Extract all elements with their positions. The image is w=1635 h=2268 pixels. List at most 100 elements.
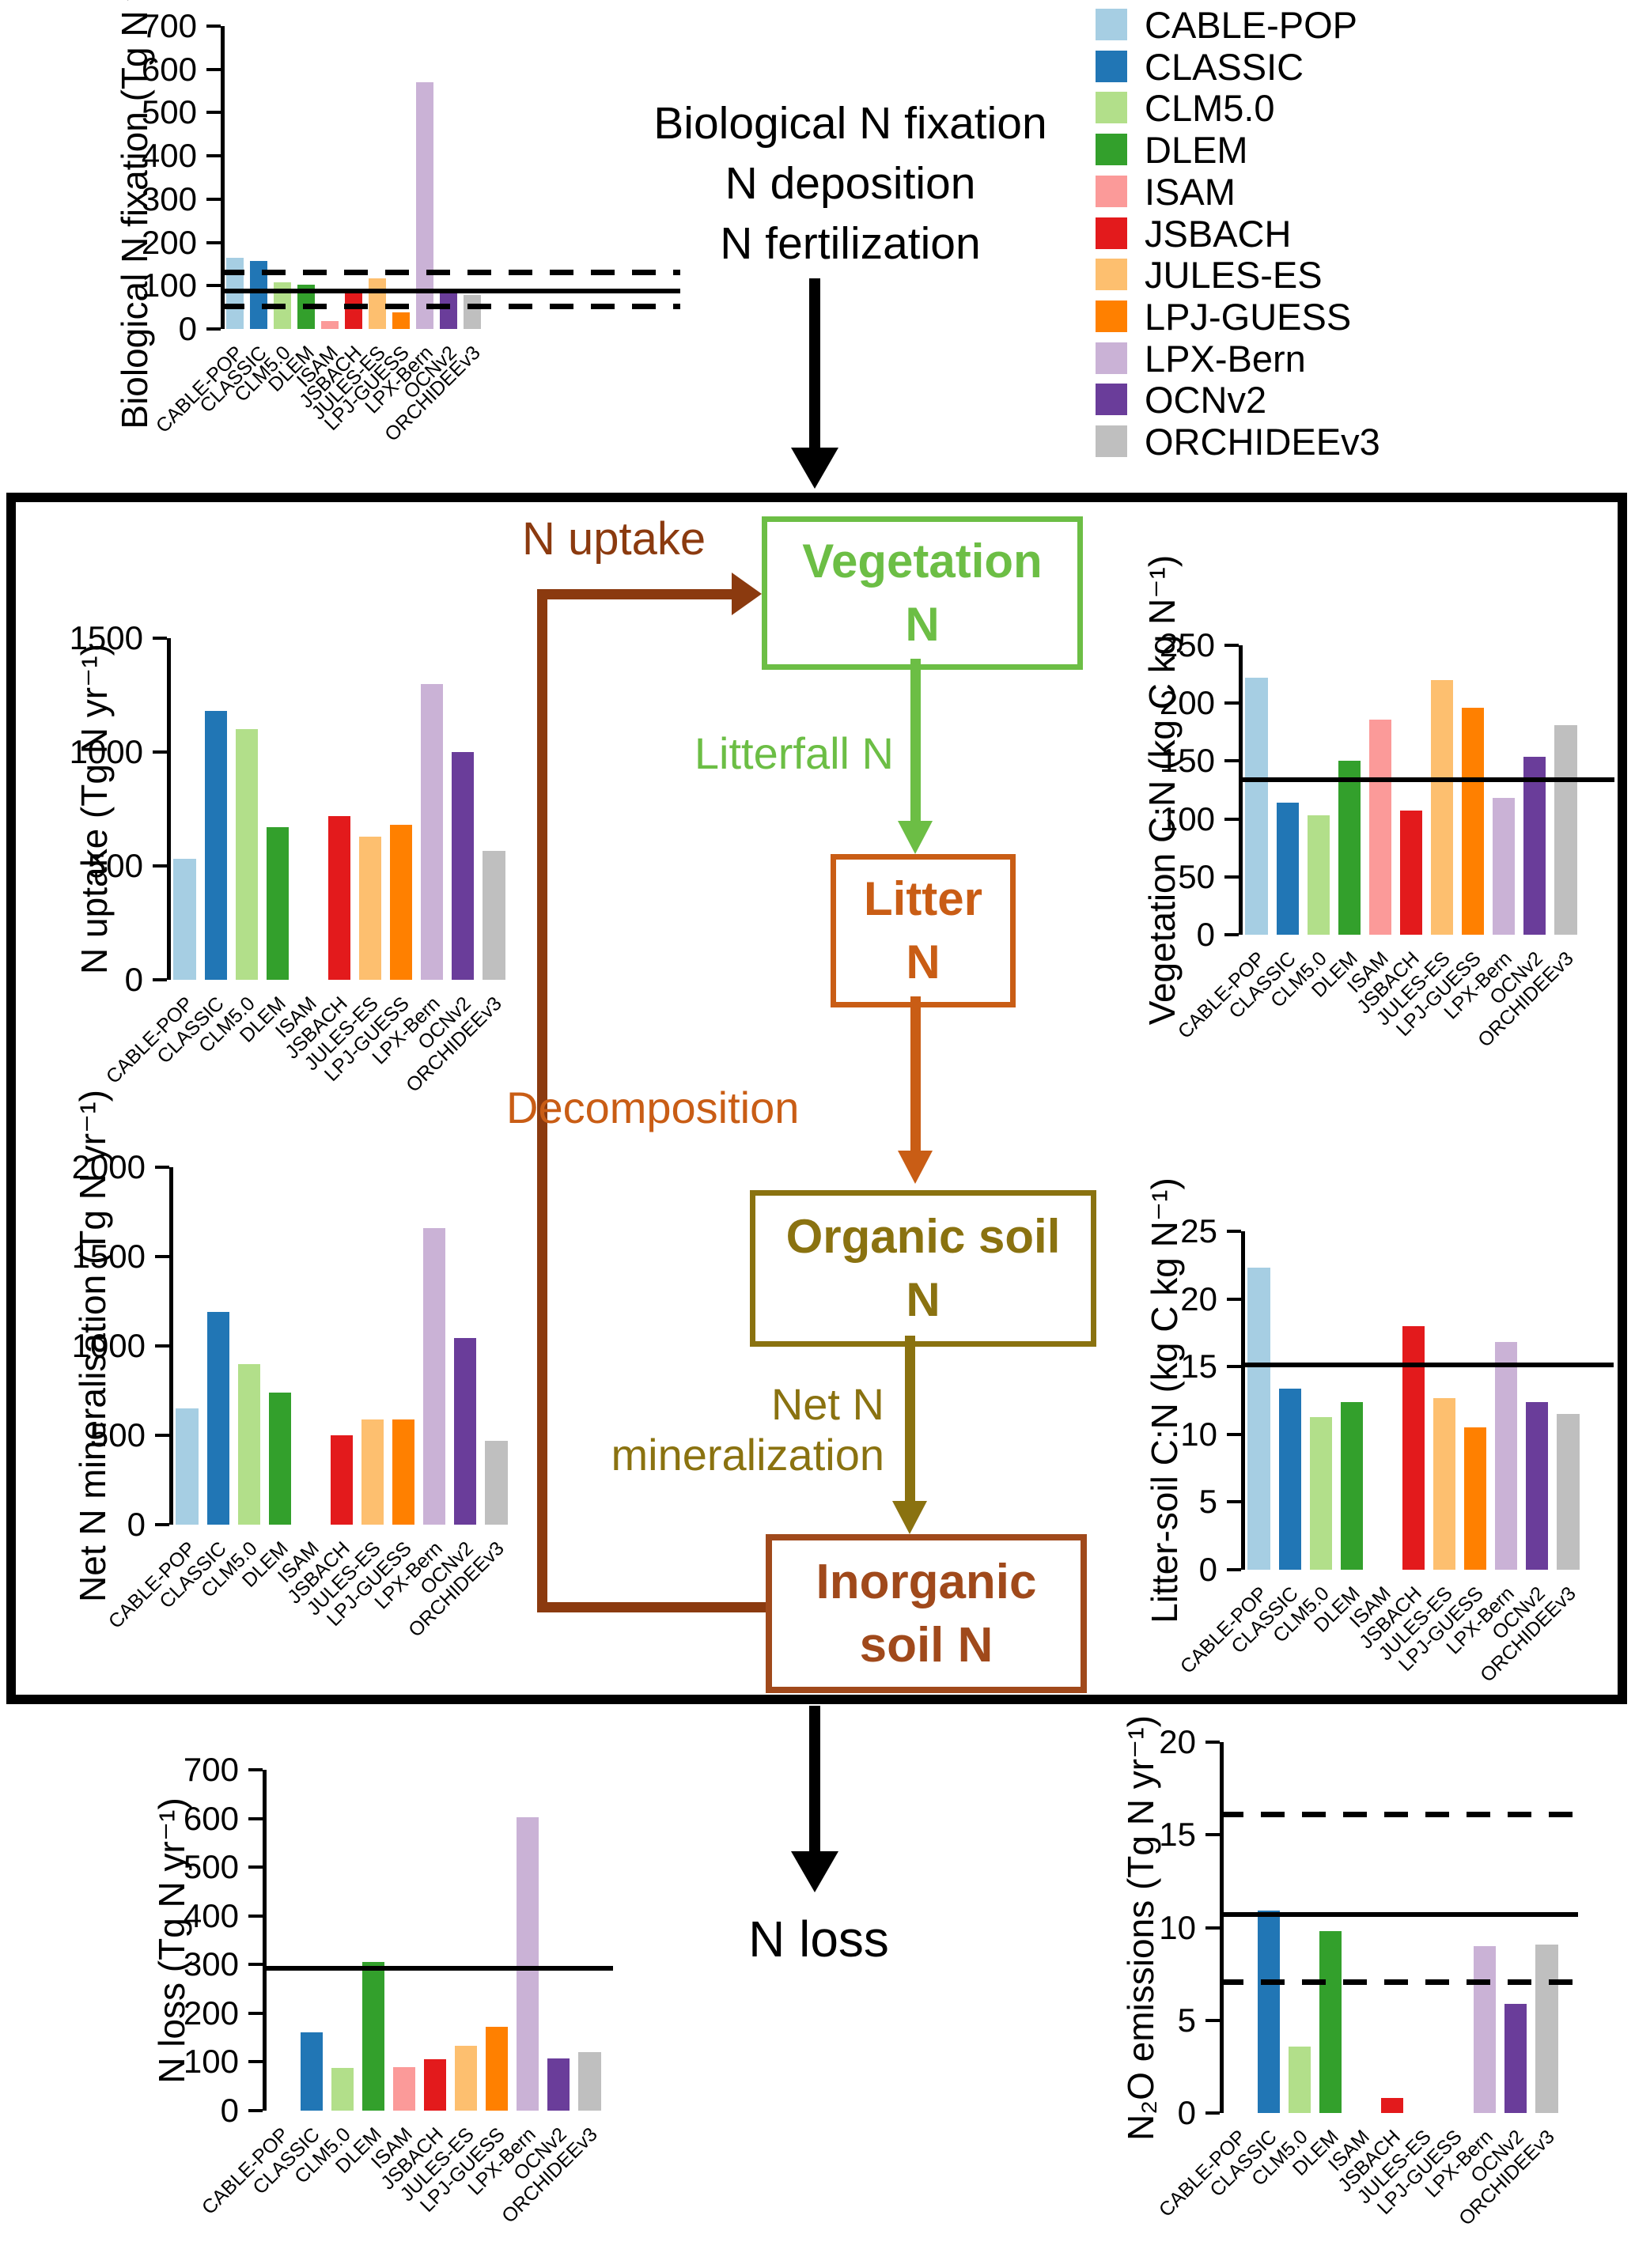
y-tick-label: 400 xyxy=(141,137,197,175)
bar-ISAM xyxy=(392,2066,415,2111)
bar-JULES-ES xyxy=(455,2046,478,2111)
chart-n-loss: 0 100 200 300 400 500 600 700 CABLE-POP CLASSIC CL… xyxy=(151,1751,613,2228)
y-tick xyxy=(206,284,221,288)
litter-n-line-1: Litter xyxy=(864,872,982,925)
chart-vegetation-cn: 0 50 100 150 200 250 CABLE-POP CLASSIC CLM5.0 DLE… xyxy=(1141,555,1614,1052)
y-tick xyxy=(1227,1365,1241,1369)
legend-item-OCNv2: OCNv2 xyxy=(1096,380,1633,421)
y-tick-label: 600 xyxy=(183,1799,239,1837)
bar-OCNv2 xyxy=(1523,756,1546,935)
legend-item-JSBACH: JSBACH xyxy=(1096,213,1633,255)
bar-ISAM xyxy=(321,321,339,329)
y-tick-label: 1500 xyxy=(71,1238,146,1275)
y-tick xyxy=(248,1768,263,1771)
litterfall-label: Litterfall N xyxy=(694,728,894,778)
legend-swatch-icon xyxy=(1096,384,1127,416)
y-tick-label: 200 xyxy=(183,1994,239,2032)
bar-DLEM xyxy=(361,1962,384,2111)
legend-item-label: JULES-ES xyxy=(1145,254,1323,297)
y-axis xyxy=(1239,645,1243,935)
bar-LPJ-GUESS xyxy=(390,825,413,980)
y-tick-label: 0 xyxy=(1196,916,1215,953)
y-tick xyxy=(248,1914,263,1918)
y-axis xyxy=(221,26,225,329)
y-axis xyxy=(263,1770,267,2111)
legend-item-label: DLEM xyxy=(1145,129,1248,172)
bar-CABLE-POP xyxy=(1245,677,1268,935)
y-tick-label: 5 xyxy=(1198,1483,1217,1521)
y-tick xyxy=(1205,1926,1220,1930)
chart-n2o-emissions: 0 5 10 15 20 CABLE-POP CLASSIC CLM5.0 DLEM ISAM JS… xyxy=(1120,1715,1578,2230)
y-tick xyxy=(206,327,221,331)
y-tick xyxy=(155,1166,169,1169)
legend-item-label: CLM5.0 xyxy=(1145,87,1275,130)
legend-item-CLM5.0: CLM5.0 xyxy=(1096,88,1633,129)
legend-item-ISAM: ISAM xyxy=(1096,171,1633,213)
y-tick xyxy=(1227,1297,1241,1301)
legend-swatch-icon xyxy=(1096,50,1127,82)
y-tick xyxy=(206,197,221,201)
bar-OCNv2 xyxy=(1504,2003,1527,2113)
bar-CLASSIC xyxy=(206,1312,229,1525)
y-tick-label: 0 xyxy=(124,961,143,998)
legend-swatch-icon xyxy=(1096,259,1127,291)
reference-line-solid-0 xyxy=(1220,1912,1578,1918)
legend-swatch-icon xyxy=(1096,92,1127,124)
y-tick-label: 300 xyxy=(183,1945,239,1983)
bar-ORCHIDEEv3 xyxy=(483,851,505,980)
legend-item-DLEM: DLEM xyxy=(1096,130,1633,171)
y-tick xyxy=(1205,1833,1220,1837)
legend-item-label: CABLE-POP xyxy=(1145,4,1358,46)
legend-item-ORCHIDEEv3: ORCHIDEEv3 xyxy=(1096,421,1633,463)
bar-JSBACH xyxy=(327,815,351,980)
legend-item-LPX-Bern: LPX-Bern xyxy=(1096,338,1633,380)
y-tick-label: 100 xyxy=(1159,799,1215,837)
inputs-title: Biological N fixation N deposition N fer… xyxy=(589,93,1111,274)
soil-plant-system-box xyxy=(6,493,1627,1704)
inputs-title-line-2: N deposition xyxy=(725,158,976,209)
y-axis-title: N loss (Tg N yr⁻¹) xyxy=(151,1797,192,2084)
bar-CABLE-POP xyxy=(176,1408,199,1525)
bar-CLASSIC xyxy=(204,711,227,980)
net-n-mineralization-arrow-head-icon xyxy=(892,1501,927,1534)
y-tick xyxy=(248,1963,263,1967)
y-tick xyxy=(206,111,221,115)
legend-item-CLASSIC: CLASSIC xyxy=(1096,45,1633,88)
inputs-arrow-stem xyxy=(809,278,820,452)
legend-item-label: CLASSIC xyxy=(1145,45,1304,88)
bar-OCNv2 xyxy=(1526,1401,1549,1570)
bar-LPX-Bern xyxy=(1495,1342,1518,1570)
bar-LPX-Bern xyxy=(423,1227,446,1525)
legend-item-CABLE-POP: CABLE-POP xyxy=(1096,5,1633,46)
y-tick xyxy=(153,637,167,640)
y-tick xyxy=(1224,933,1239,936)
bar-CLM5.0 xyxy=(235,729,258,980)
inorganic-soil-n-box: Inorganic soil N xyxy=(766,1534,1087,1693)
y-tick xyxy=(1227,1230,1241,1233)
bar-ORCHIDEEv3 xyxy=(1557,1414,1580,1570)
y-tick-label: 15 xyxy=(1180,1348,1217,1385)
y-axis xyxy=(1220,1742,1224,2113)
y-tick-label: 1000 xyxy=(71,1327,146,1364)
y-tick xyxy=(1224,644,1239,647)
bar-DLEM xyxy=(1338,761,1361,935)
y-tick xyxy=(1205,2111,1220,2115)
bar-CLM5.0 xyxy=(331,2067,354,2111)
bar-JSBACH xyxy=(1399,811,1423,935)
chart-biological-n-fixation: 0 100 200 300 400 500 600 700 CABLE-POP CLASSIC CL… xyxy=(114,0,680,446)
y-tick-label: 700 xyxy=(183,1751,239,1788)
bar-CLM5.0 xyxy=(1309,1416,1332,1570)
y-tick xyxy=(1227,1500,1241,1504)
legend-item-LPJ-GUESS: LPJ-GUESS xyxy=(1096,296,1633,338)
n-uptake-path-vertical xyxy=(537,589,547,1612)
y-tick-label: 600 xyxy=(141,50,197,88)
net-n-mineralization-arrow-stem xyxy=(905,1336,915,1503)
y-tick-label: 0 xyxy=(1177,2094,1196,2131)
n-uptake-label: N uptake xyxy=(522,513,706,565)
y-tick xyxy=(155,1434,169,1437)
bar-ISAM xyxy=(1368,719,1391,935)
y-tick-label: 500 xyxy=(87,847,143,884)
y-tick-label: 2000 xyxy=(71,1148,146,1185)
bar-JULES-ES xyxy=(1433,1397,1456,1570)
bar-LPJ-GUESS xyxy=(392,1419,415,1525)
